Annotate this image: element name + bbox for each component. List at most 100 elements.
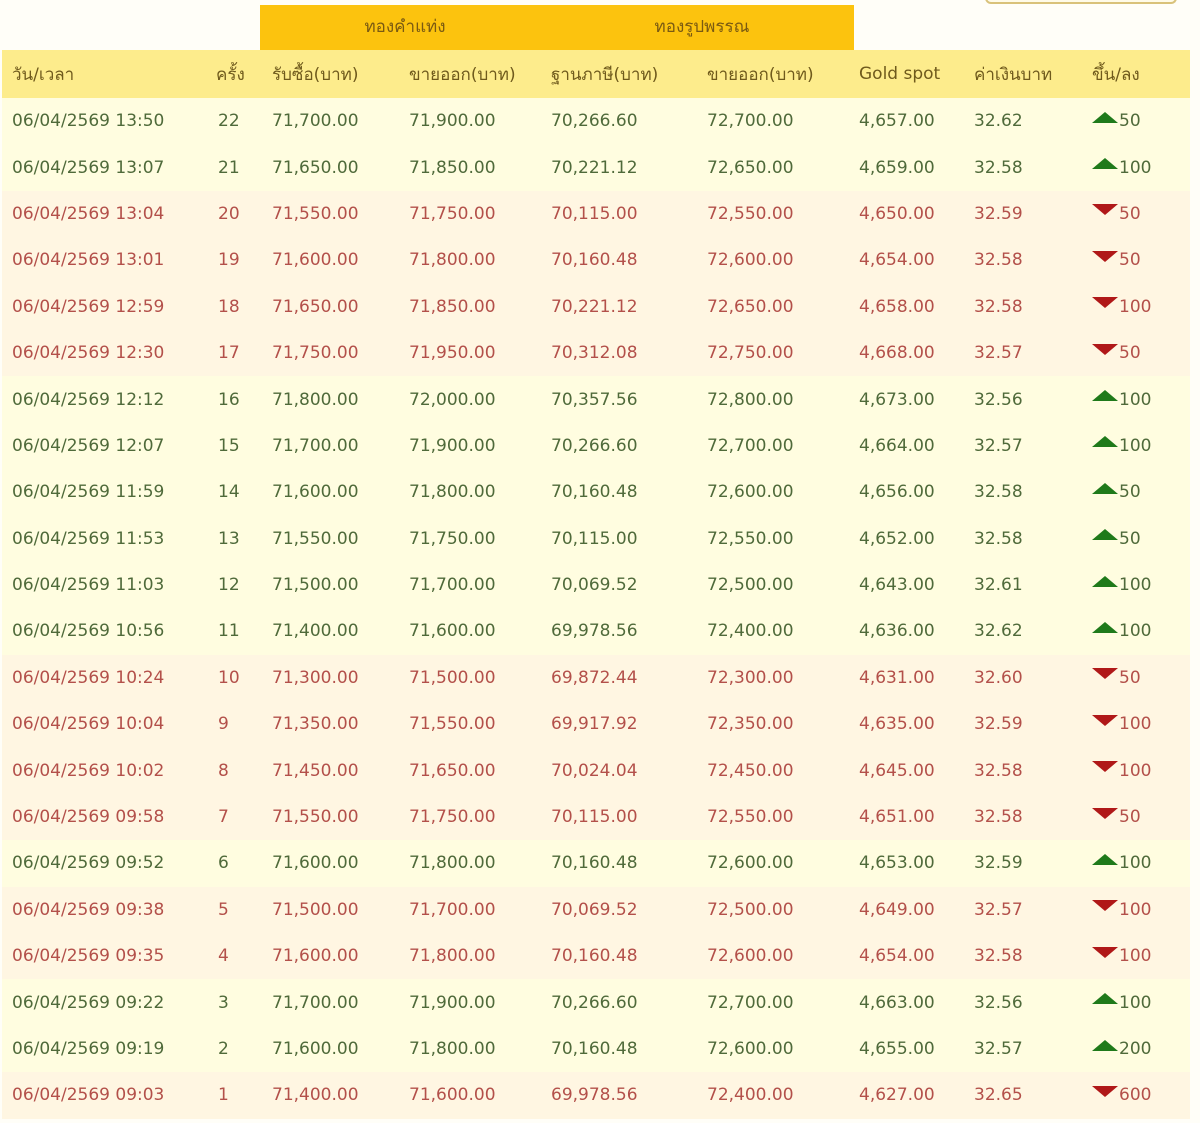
change-value: 100: [1119, 621, 1152, 642]
change-value: 50: [1119, 203, 1141, 224]
cell-bar-buy: 71,350.00: [272, 714, 359, 735]
cell-bar-buy: 71,650.00: [272, 296, 359, 317]
cell-ornament-sell: 72,750.00: [707, 343, 794, 364]
cell-bar-sell: 71,600.00: [409, 1085, 496, 1106]
cell-round: 13: [218, 528, 240, 549]
cell-change: 200: [1092, 1026, 1190, 1072]
cell-gold-spot: 4,627.00: [859, 1085, 935, 1106]
cell-thb-rate: 32.65: [974, 1085, 1023, 1106]
change-value: 100: [1119, 714, 1152, 735]
cell-change: 100: [1092, 701, 1190, 747]
group-header-gold-bar: ทองคำแท่ง: [260, 5, 550, 50]
table-row: 06/04/2569 10:24 10 71,300.00 71,500.00 69,8…: [2, 654, 1190, 702]
change-value: 100: [1119, 296, 1152, 317]
cell-thb-rate: 32.57: [974, 899, 1023, 920]
arrow-down-icon: [1092, 761, 1118, 773]
cell-change: 100: [1092, 840, 1190, 886]
cell-datetime: 06/04/2569 13:07: [12, 157, 165, 178]
table-row: 06/04/2569 09:03 1 71,400.00 71,600.00 69,97…: [2, 1072, 1190, 1119]
cell-round: 3: [218, 992, 229, 1013]
table-row: 06/04/2569 10:56 11 71,400.00 71,600.00 69,9…: [2, 608, 1190, 655]
cell-round: 19: [218, 250, 240, 271]
cell-bar-sell: 71,800.00: [409, 1039, 496, 1059]
cell-bar-buy: 71,600.00: [272, 250, 359, 271]
cell-thb-rate: 32.57: [974, 343, 1023, 364]
cell-round: 8: [218, 760, 229, 781]
cell-datetime: 06/04/2569 10:56: [12, 621, 165, 642]
col-datetime: วัน/เวลา: [12, 64, 75, 85]
arrow-up-icon: [1092, 111, 1118, 123]
cell-datetime: 06/04/2569 11:59: [12, 482, 165, 503]
table-row: 06/04/2569 13:50 22 71,700.00 71,900.00 70,2…: [2, 98, 1190, 145]
arrow-up-icon: [1092, 482, 1118, 494]
cell-thb-rate: 32.59: [974, 203, 1023, 224]
cell-bar-sell: 71,850.00: [409, 157, 496, 178]
cell-ornament-sell: 72,500.00: [707, 899, 794, 920]
arrow-up-icon: [1092, 158, 1118, 170]
table-row: 06/04/2569 11:53 13 71,550.00 71,750.00 70,1…: [2, 515, 1190, 562]
cell-datetime: 06/04/2569 13:04: [12, 203, 165, 224]
change-value: 600: [1119, 1085, 1152, 1106]
cell-bar-buy: 71,600.00: [272, 946, 359, 967]
change-value: 50: [1119, 111, 1141, 132]
cell-datetime: 06/04/2569 09:38: [12, 899, 165, 920]
cell-bar-sell: 72,000.00: [409, 389, 496, 410]
cell-gold-spot: 4,663.00: [859, 992, 935, 1013]
cell-datetime: 06/04/2569 09:03: [12, 1085, 165, 1106]
change-value: 100: [1119, 899, 1152, 920]
cell-tax-base: 70,160.48: [551, 482, 638, 503]
table-row: 06/04/2569 10:02 8 71,450.00 71,650.00 70,02…: [2, 747, 1190, 794]
group-header-gold-ornament: ทองรูปพรรณ: [550, 5, 854, 50]
cell-ornament-sell: 72,600.00: [707, 482, 794, 503]
cell-bar-sell: 71,600.00: [409, 621, 496, 642]
table-row: 06/04/2569 10:04 9 71,350.00 71,550.00 69,91…: [2, 701, 1190, 748]
table-row: 06/04/2569 09:22 3 71,700.00 71,900.00 70,26…: [2, 979, 1190, 1026]
cell-gold-spot: 4,650.00: [859, 203, 935, 224]
cell-ornament-sell: 72,450.00: [707, 760, 794, 781]
cell-ornament-sell: 72,650.00: [707, 296, 794, 317]
cell-gold-spot: 4,673.00: [859, 389, 935, 410]
cell-change: 50: [1092, 516, 1190, 562]
arrow-down-icon: [1092, 204, 1118, 216]
cell-ornament-sell: 72,600.00: [707, 853, 794, 874]
top-right-button[interactable]: [985, 0, 1177, 4]
group-header-gold-bar-label: ทองคำแท่ง: [364, 17, 446, 37]
cell-thb-rate: 32.57: [974, 1039, 1023, 1059]
cell-change: 100: [1092, 284, 1190, 330]
arrow-up-icon: [1092, 1039, 1118, 1051]
change-value: 100: [1119, 157, 1152, 178]
cell-gold-spot: 4,631.00: [859, 667, 935, 688]
table-row: 06/04/2569 12:07 15 71,700.00 71,900.00 70,2…: [2, 422, 1190, 470]
arrow-up-icon: [1092, 529, 1118, 541]
cell-thb-rate: 32.62: [974, 621, 1023, 642]
arrow-down-icon: [1092, 1085, 1118, 1097]
cell-ornament-sell: 72,550.00: [707, 807, 794, 828]
cell-ornament-sell: 72,800.00: [707, 389, 794, 410]
arrow-up-icon: [1092, 575, 1118, 587]
group-header-gold-ornament-label: ทองรูปพรรณ: [654, 17, 750, 37]
change-value: 100: [1119, 389, 1152, 410]
cell-ornament-sell: 72,300.00: [707, 667, 794, 688]
cell-round: 15: [218, 435, 240, 456]
cell-tax-base: 70,160.48: [551, 853, 638, 874]
cell-tax-base: 70,266.60: [551, 435, 638, 456]
cell-thb-rate: 32.58: [974, 250, 1023, 271]
cell-bar-buy: 71,550.00: [272, 528, 359, 549]
cell-round: 22: [218, 111, 240, 132]
table-row: 06/04/2569 13:07 21 71,650.00 71,850.00 70,2…: [2, 144, 1190, 191]
table-row: 06/04/2569 13:01 19 71,600.00 71,800.00 70,1…: [2, 237, 1190, 284]
cell-gold-spot: 4,652.00: [859, 528, 935, 549]
cell-ornament-sell: 72,700.00: [707, 992, 794, 1013]
cell-bar-buy: 71,550.00: [272, 203, 359, 224]
cell-round: 11: [218, 621, 240, 642]
change-value: 100: [1119, 946, 1152, 967]
cell-datetime: 06/04/2569 09:52: [12, 853, 165, 874]
col-change: ขึ้น/ลง: [1092, 64, 1140, 85]
cell-bar-sell: 71,950.00: [409, 343, 496, 364]
cell-datetime: 06/04/2569 11:03: [12, 575, 165, 596]
table-row: 06/04/2569 12:12 16 71,800.00 72,000.00 70,3…: [2, 376, 1190, 423]
cell-bar-buy: 71,400.00: [272, 1085, 359, 1106]
cell-thb-rate: 32.58: [974, 482, 1023, 503]
change-value: 100: [1119, 853, 1152, 874]
cell-gold-spot: 4,654.00: [859, 250, 935, 271]
